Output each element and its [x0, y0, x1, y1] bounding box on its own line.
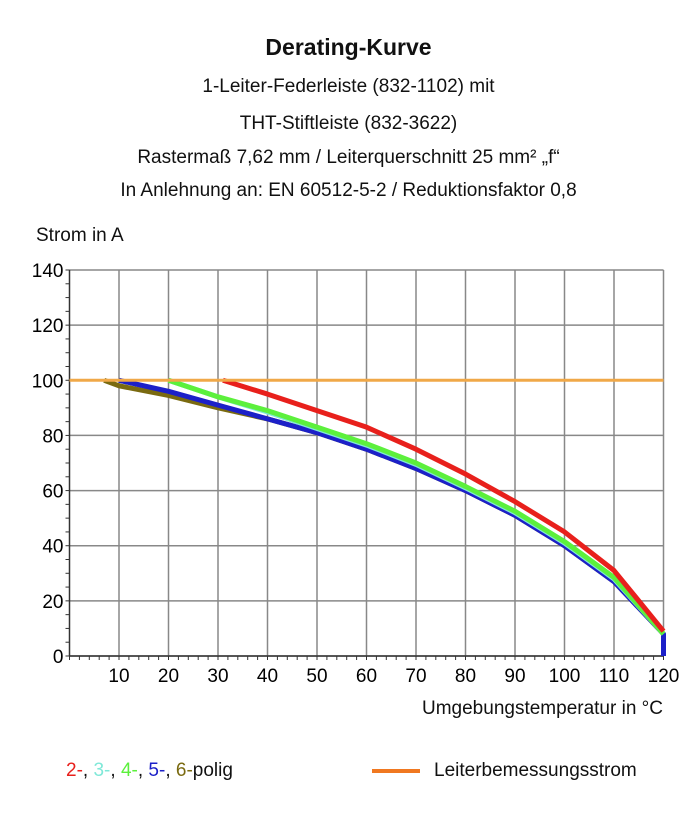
y-tick-label: 0 [53, 647, 64, 668]
legend-pole-item: 5- [148, 760, 166, 781]
subtitle-line: In Anlehnung an: EN 60512-5-2 / Reduktio… [120, 180, 577, 201]
subtitle-line: Rastermaß 7,62 mm / Leiterquerschnitt 25… [137, 147, 560, 168]
legend-pole-item: , [82, 760, 94, 781]
legend-pole-item: , [137, 760, 149, 781]
x-tick-label: 60 [356, 666, 377, 687]
series-line-6 [103, 377, 666, 636]
y-tick-label: 20 [42, 592, 63, 613]
y-tick-label: 140 [32, 261, 64, 282]
legend-rated: Leiterbemessungsstrom [372, 760, 637, 782]
x-tick-label: 100 [549, 666, 581, 687]
y-tick-label: 80 [42, 426, 63, 447]
x-tick-label: 50 [306, 666, 327, 687]
x-tick-label: 120 [648, 666, 680, 687]
legend-poles: 2-, 3-, 4-, 5-, 6-polig [66, 760, 233, 782]
y-axis-label: Strom in A [36, 225, 124, 246]
subtitle-line: 1-Leiter-Federleiste (832-1102) mit [202, 76, 495, 97]
legend-pole-item: , [165, 760, 176, 781]
legend-rated-swatch [372, 769, 420, 773]
legend-pole-item: 2- [66, 760, 83, 781]
x-tick-label: 10 [108, 666, 129, 687]
x-axis-label: Umgebungstemperatur in °C [422, 698, 663, 719]
subtitle-line: THT-Stiftleiste (832-3622) [239, 113, 458, 134]
series-line-5 [118, 377, 666, 656]
legend-pole-item: 3- [93, 760, 111, 781]
legend-pole-item: 6- [175, 760, 193, 781]
x-tick-label: 110 [599, 666, 629, 687]
x-tick-label: 30 [207, 666, 228, 687]
y-tick-label: 60 [42, 482, 63, 503]
x-tick-label: 80 [455, 666, 476, 687]
x-tick-label: 70 [405, 666, 426, 687]
legend-pole-item: , [110, 760, 121, 781]
chart-title: Derating-Kurve [265, 34, 432, 60]
series-line-2 [222, 377, 666, 633]
legend-rated-label: Leiterbemessungsstrom [434, 760, 637, 781]
x-tick-label: 90 [504, 666, 525, 687]
y-tick-label: 40 [42, 537, 63, 558]
x-tick-label: 40 [257, 666, 278, 687]
x-tick-label: 20 [158, 666, 179, 687]
y-tick-label: 120 [32, 316, 64, 337]
y-tick-label: 100 [32, 371, 64, 392]
series-line-4 [167, 377, 666, 636]
legend-pole-item: 4- [120, 760, 138, 781]
legend-pole-item: polig [192, 760, 233, 781]
